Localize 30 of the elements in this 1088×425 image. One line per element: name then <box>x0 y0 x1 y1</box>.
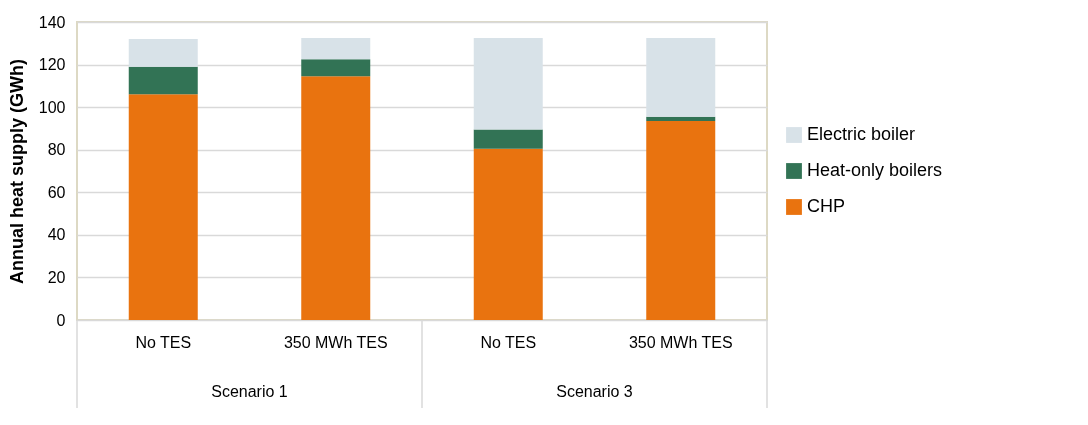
y-tick-label: 80 <box>47 141 66 159</box>
y-axis-title: Annual heat supply (GWh) <box>6 59 27 284</box>
y-tick-label: 140 <box>38 13 66 31</box>
bar <box>473 37 543 130</box>
bar <box>128 94 198 320</box>
bar <box>128 66 198 95</box>
x-tick-label: No TES <box>135 333 192 351</box>
legend-label: CHP <box>807 196 846 216</box>
y-tick-label: 0 <box>56 311 66 329</box>
x-tick-label: 350 MWh TES <box>283 333 388 351</box>
x-tick-label: No TES <box>480 333 537 351</box>
y-tick-label: 40 <box>47 226 66 244</box>
bar <box>646 37 716 117</box>
bar <box>646 120 716 320</box>
bar <box>301 76 371 320</box>
y-tick-label: 60 <box>47 183 66 201</box>
y-tick-label: 20 <box>47 268 66 286</box>
legend-label: Heat-only boilers <box>807 160 943 180</box>
y-tick-label: 100 <box>38 98 66 116</box>
bar <box>301 59 371 77</box>
legend-label: Electric boiler <box>807 124 916 144</box>
y-tick-label: 120 <box>38 56 66 74</box>
bar <box>128 39 198 67</box>
x-tick-label: 350 MWh TES <box>628 333 733 351</box>
text: Scenario 1 <box>211 383 288 400</box>
bar <box>646 116 716 121</box>
text: Scenario 3 <box>556 383 633 400</box>
bar <box>473 148 543 320</box>
bar <box>301 37 371 60</box>
bar <box>473 129 543 149</box>
